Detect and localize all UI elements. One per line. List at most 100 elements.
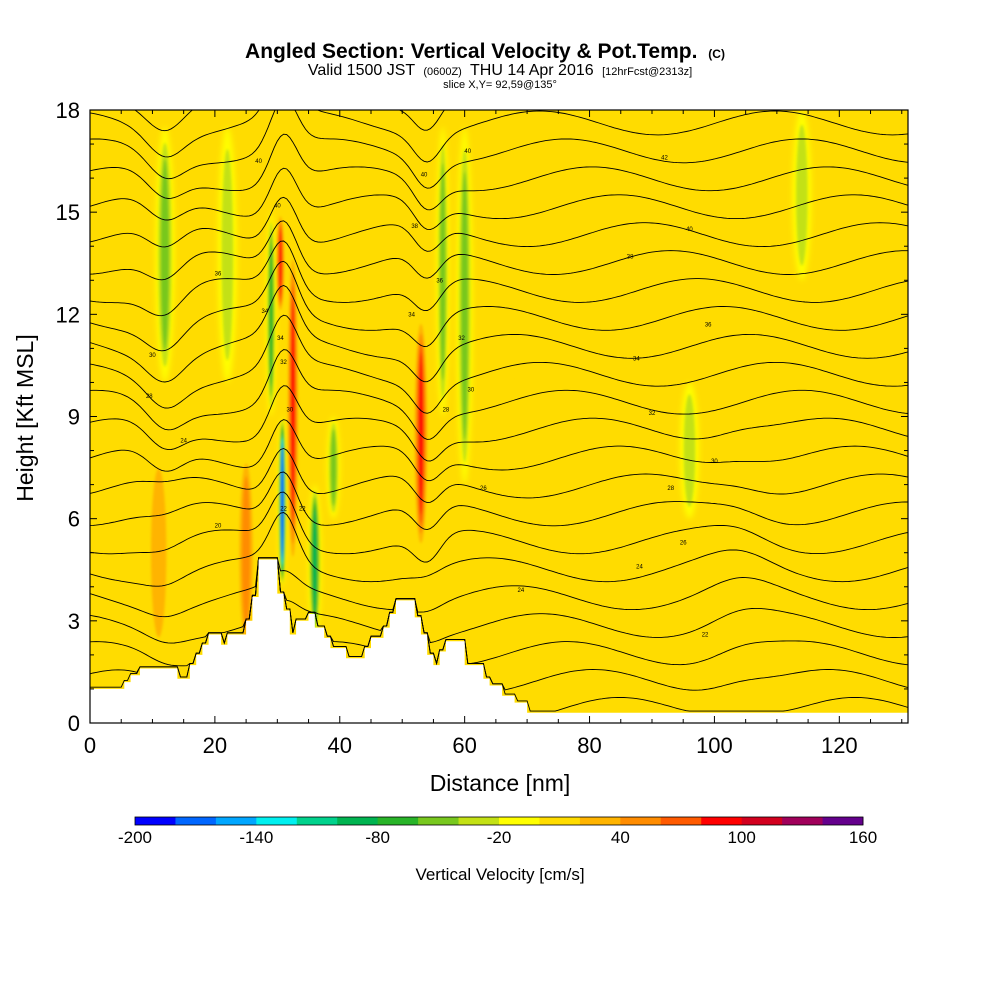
colorbar-segment	[135, 817, 176, 825]
updraft-cell-3-band-4	[291, 298, 295, 518]
theta-contour-label: 40	[255, 159, 262, 165]
colorbar-segment	[539, 817, 581, 825]
theta-contour-label: 20	[215, 523, 222, 529]
downdraft-cell-8-band-1	[683, 394, 696, 507]
theta-contour-line	[90, 491, 908, 563]
y-tick-label: 9	[68, 405, 80, 430]
theta-contour-label: 24	[518, 588, 525, 594]
y-tick-label: 15	[56, 200, 80, 225]
colorbar-segment	[741, 817, 783, 825]
downdraft-cell-4-band-9	[281, 449, 284, 555]
updraft-cell-0-band-1	[151, 468, 167, 638]
colorbar-segment	[215, 817, 257, 825]
theta-contour-labels: 40 40 36 34 34 32 30 30 28 24 20 22 22 40 40 38 36 34 32 30…	[146, 149, 718, 639]
theta-contour-label: 28	[443, 408, 450, 414]
colorbar: -200 -140 -80 -20 40 100 160	[118, 816, 877, 847]
theta-contour-line	[90, 557, 908, 644]
valid-time: Valid 1500 JST	[308, 62, 416, 79]
theta-contour-label: 40	[421, 173, 428, 179]
downdraft-cell-3-band-2	[461, 171, 469, 440]
theta-contour-label: 26	[680, 541, 687, 547]
y-tick-label: 0	[68, 711, 80, 736]
downdraft-cell-7-band-2	[330, 429, 337, 506]
x-tick-label: 0	[84, 733, 96, 758]
downdraft-cell-1-band-1	[221, 149, 234, 361]
x-tick-label: 60	[452, 733, 476, 758]
colorbar-segment	[458, 817, 500, 825]
theta-contour-label: 30	[468, 387, 475, 393]
theta-contour-label: 42	[661, 156, 668, 162]
theta-contour-label: 22	[299, 506, 306, 512]
theta-contour-line	[90, 385, 908, 462]
x-tick-label: 120	[821, 733, 858, 758]
theta-contour-label: 34	[408, 312, 415, 318]
theta-contour-line	[90, 285, 908, 383]
colorbar-segment	[418, 817, 459, 825]
theta-contour-label: 40	[686, 227, 693, 233]
plot-area: 40 40 36 34 34 32 30 30 28 24 20 22 22 40 40 38 36 34 32 30…	[90, 110, 908, 723]
x-tick-label: 20	[203, 733, 227, 758]
downdraft-cell-5-band-3	[269, 242, 273, 387]
theta-contour-label: 30	[711, 459, 718, 465]
theta-contour-line	[90, 448, 908, 504]
theta-contour-line	[90, 110, 908, 163]
theta-contour-line	[90, 167, 908, 231]
theta-contour-label: 36	[436, 278, 443, 284]
theta-contour-label: 24	[180, 438, 187, 444]
colorbar-segment	[701, 817, 743, 825]
colorbar-segment	[822, 817, 864, 825]
theta-contour-label: 22	[702, 632, 709, 638]
downdraft-cell-9-band-1	[796, 124, 808, 266]
theta-contour-line	[90, 110, 908, 189]
theta-contour-line	[90, 557, 908, 667]
theta-contour-label: 34	[277, 336, 284, 342]
forecast-info: [12hrFcst@2313z]	[602, 66, 692, 78]
colorbar-tick-label: -140	[239, 828, 273, 847]
theta-contour-line	[90, 512, 908, 587]
theta-contour-label: 28	[667, 486, 674, 492]
downdraft-cell-2-band-2	[440, 163, 446, 381]
chart-title-main: Angled Section: Vertical Velocity & Pot.…	[245, 40, 697, 63]
colorbar-segment	[579, 817, 621, 825]
x-tick-label: 80	[577, 733, 601, 758]
colorbar-segment	[620, 817, 662, 825]
colorbar-label: Vertical Velocity [cm/s]	[415, 865, 584, 884]
valid-date: THU 14 Apr 2016	[470, 62, 594, 79]
updraft-cell-4-band-4	[279, 228, 282, 298]
x-tick-label: 100	[696, 733, 733, 758]
colorbar-segment	[499, 817, 540, 825]
y-tick-label: 18	[56, 98, 80, 123]
colorbar-segment	[175, 817, 217, 825]
theta-contour-label: 32	[280, 360, 287, 366]
downdraft-cell-6-band-4	[313, 509, 317, 614]
theta-contour-label: 22	[280, 506, 287, 512]
theta-contour-line	[90, 314, 908, 414]
y-tick-label: 3	[68, 609, 80, 634]
theta-contour-line	[90, 133, 908, 211]
updraft-cell-7-band-0	[505, 348, 524, 553]
theta-contour-label: 38	[411, 224, 418, 230]
y-tick-label: 12	[56, 302, 80, 327]
colorbar-tick-label: 40	[611, 828, 630, 847]
theta-contour-label: 30	[286, 408, 293, 414]
theta-contour-label: 32	[649, 411, 656, 417]
slice-info: slice X,Y= 92,59@135°	[443, 79, 557, 91]
chart-subtitle: Valid 1500 JST (0600Z) THU 14 Apr 2016 […	[308, 62, 692, 79]
theta-contour-label: 40	[274, 203, 281, 209]
theta-contour-line	[90, 557, 908, 618]
utc-time: (0600Z)	[423, 66, 462, 78]
theta-contour-label: 28	[146, 394, 153, 400]
colorbar-tick-label: 100	[727, 828, 755, 847]
theta-contour-label: 36	[705, 323, 712, 329]
axes: 0 20 40 60 80 100 120 0 36 9 12 15 18	[56, 98, 908, 758]
colorbar-tick-label: -80	[365, 828, 390, 847]
theta-contour-label: 38	[627, 254, 634, 260]
theta-contour-label: 30	[149, 353, 156, 359]
colorbar-segment	[337, 817, 379, 825]
updraft-cell-6-band-0	[776, 518, 802, 689]
theta-contour-line	[90, 471, 908, 531]
colorbar-segment	[296, 817, 338, 825]
downdraft-cell-0-band-2	[160, 158, 170, 351]
theta-contour-label: 26	[480, 486, 487, 492]
